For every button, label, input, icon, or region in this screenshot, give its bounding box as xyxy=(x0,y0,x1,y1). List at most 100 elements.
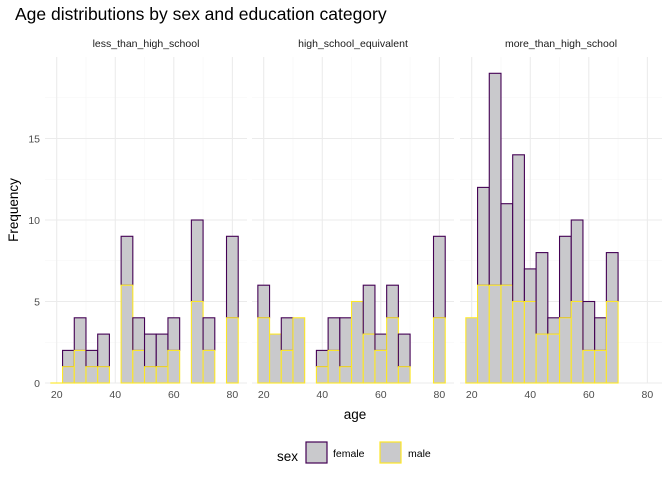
bar-female xyxy=(488,72,502,286)
bar-female xyxy=(582,300,596,351)
bar-male xyxy=(339,366,353,384)
x-tick-label: 20 xyxy=(466,389,478,401)
bar-female xyxy=(477,186,490,286)
x-tick-label: 60 xyxy=(168,389,180,401)
bar-female xyxy=(500,203,514,286)
bar-female xyxy=(570,219,584,303)
bar-female xyxy=(202,317,216,351)
bar-male xyxy=(202,349,216,384)
bar-male xyxy=(315,366,329,384)
bar-male xyxy=(350,300,364,384)
bar-female xyxy=(132,317,146,351)
bar-male xyxy=(62,366,75,384)
bar-female xyxy=(85,349,99,368)
bar-male xyxy=(558,317,572,384)
bar-male xyxy=(535,333,549,384)
bar-female xyxy=(327,317,341,351)
bar-female xyxy=(315,349,329,368)
bar-male xyxy=(547,333,561,384)
bar-female xyxy=(155,333,169,368)
bar-female xyxy=(547,317,561,335)
legend-label-female: female xyxy=(333,448,365,460)
bar-female xyxy=(97,333,110,368)
x-tick-label: 20 xyxy=(258,389,270,401)
bar-female xyxy=(432,235,446,319)
bar-male xyxy=(257,317,271,384)
bar-male xyxy=(362,333,376,384)
x-tick-label: 40 xyxy=(316,389,328,401)
x-tick-label: 60 xyxy=(375,389,387,401)
bar-female xyxy=(523,268,537,303)
bar-male xyxy=(488,284,502,384)
legend-entry-male: male xyxy=(379,441,431,464)
bar-male xyxy=(374,349,388,384)
legend-key-female xyxy=(305,441,328,464)
legend-title: sex xyxy=(277,449,298,464)
bar-male xyxy=(582,349,596,384)
bar-male xyxy=(143,366,157,384)
bar-female xyxy=(594,317,607,351)
bar-female xyxy=(558,235,572,319)
facet-panel-more_than_high_school: more_than_high_school 20 40 60 80 xyxy=(460,38,662,401)
bar-female xyxy=(62,349,75,368)
bar-male xyxy=(97,366,110,384)
bar-male xyxy=(465,317,479,384)
facet-panels: less_than_high_school 20 40 60 80 0 5 10 15 high_… xyxy=(28,38,662,401)
bar-female xyxy=(143,333,157,368)
legend-label-male: male xyxy=(408,448,431,460)
y-tick-label: 5 xyxy=(34,297,40,309)
bar-male xyxy=(85,366,99,384)
bar-female xyxy=(605,252,619,303)
bar-male xyxy=(386,317,399,384)
bar-male xyxy=(132,349,146,384)
bar-male xyxy=(327,349,341,384)
x-tick-label: 40 xyxy=(524,389,536,401)
bar-female xyxy=(225,235,239,319)
bar-female xyxy=(73,317,87,351)
legend-key-male xyxy=(379,441,402,464)
bar-male xyxy=(73,349,87,384)
bar-male xyxy=(280,349,294,384)
bar-female xyxy=(280,317,294,351)
bar-male xyxy=(190,300,204,384)
bar-male xyxy=(594,349,607,384)
facet-strip-label: more_than_high_school xyxy=(505,38,617,50)
facet-panel-less_than_high_school: less_than_high_school 20 40 60 80 0 5 10 15 xyxy=(28,38,247,401)
y-tick-label: 15 xyxy=(28,134,40,146)
bar-male xyxy=(167,349,181,384)
bar-female xyxy=(339,317,353,368)
bar-male xyxy=(570,300,584,384)
x-tick-label: 60 xyxy=(583,389,595,401)
bar-female xyxy=(167,317,181,351)
bar-female xyxy=(374,333,388,351)
x-tick-label: 80 xyxy=(642,389,654,401)
x-tick-label: 20 xyxy=(51,389,63,401)
x-tick-label: 40 xyxy=(109,389,121,401)
chart-title: Age distributions by sex and education c… xyxy=(15,4,387,24)
legend-entry-female: female xyxy=(305,441,365,464)
legend: sex female male xyxy=(277,441,431,464)
legend-entries: female male xyxy=(305,441,431,464)
bar-male xyxy=(605,300,619,384)
bar-female xyxy=(397,333,411,368)
y-tick-label: 10 xyxy=(28,215,40,227)
bar-female xyxy=(386,284,399,319)
bar-male xyxy=(432,317,446,384)
bar-male xyxy=(512,300,525,384)
x-tick-label: 80 xyxy=(434,389,446,401)
bar-male xyxy=(120,284,134,384)
facet-panel-high_school_equivalent: high_school_equivalent 20 40 60 80 xyxy=(252,38,454,401)
y-tick-label: 0 xyxy=(34,378,40,390)
bar-female xyxy=(190,219,204,303)
bar-female xyxy=(535,252,549,335)
bar-male xyxy=(269,333,282,384)
x-axis-title: age xyxy=(344,407,367,422)
bar-male xyxy=(500,284,514,384)
bar-male xyxy=(292,317,306,384)
facet-strip-label: less_than_high_school xyxy=(93,38,200,50)
bar-male xyxy=(397,366,411,384)
bar-female xyxy=(362,284,376,335)
y-axis-title: Frequency xyxy=(6,178,21,242)
facet-strip-label: high_school_equivalent xyxy=(298,38,408,50)
